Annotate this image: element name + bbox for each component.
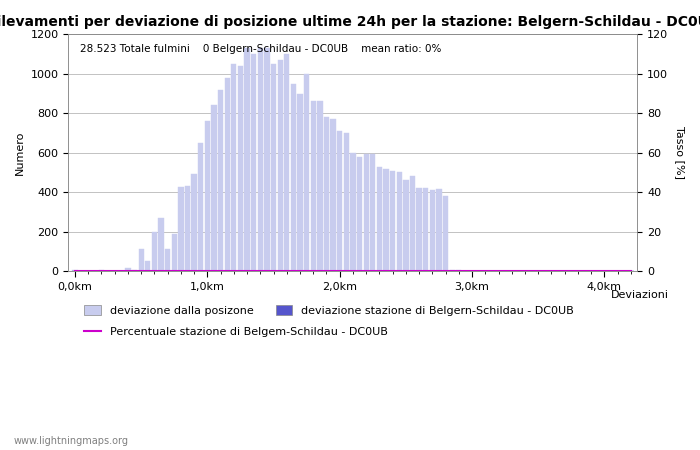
Bar (304, 74, 309, 271)
Bar (244, 48, 250, 271)
Bar (231, 64, 237, 271)
Legend: Percentuale stazione di Belgem-Schildau - DC0UB: Percentuale stazione di Belgem-Schildau … (80, 323, 392, 342)
Text: Deviazioni: Deviazioni (610, 290, 668, 300)
Bar (185, 186, 190, 271)
Bar (456, 270, 461, 271)
Bar (192, 175, 197, 271)
Bar (390, 171, 395, 271)
Percentuale stazione di Belgem-Schildau - DC0UB (594, 269, 602, 274)
Bar (145, 261, 150, 271)
Bar (470, 270, 475, 271)
Bar (430, 190, 435, 271)
Bar (324, 117, 329, 271)
Bar (277, 60, 283, 271)
Percentuale stazione di Belgem-Schildau - DC0UB (237, 269, 245, 274)
Bar (403, 180, 409, 271)
Percentuale stazione di Belgem-Schildau - DC0UB (349, 269, 357, 274)
Y-axis label: Tasso [%]: Tasso [%] (675, 126, 685, 179)
Bar (172, 234, 177, 271)
Y-axis label: Numero: Numero (15, 130, 25, 175)
Bar (251, 54, 256, 271)
Bar (284, 54, 289, 271)
Bar (204, 121, 210, 271)
Percentuale stazione di Belgem-Schildau - DC0UB (626, 269, 635, 274)
Bar (92, 270, 97, 271)
Bar (152, 232, 157, 271)
Bar (225, 78, 230, 271)
Bar (178, 187, 183, 271)
Bar (363, 154, 369, 271)
Bar (258, 48, 263, 271)
Bar (317, 101, 323, 271)
Bar (298, 94, 302, 271)
Bar (132, 270, 137, 271)
Bar (463, 270, 468, 271)
Bar (271, 64, 277, 271)
Bar (410, 176, 415, 271)
Bar (218, 90, 223, 271)
Bar (265, 48, 270, 271)
Percentuale stazione di Belgem-Schildau - DC0UB (262, 269, 271, 274)
Bar (211, 105, 216, 271)
Bar (290, 84, 296, 271)
Bar (125, 268, 131, 271)
Title: Rilevamenti per deviazione di posizione ultime 24h per la stazione: Belgern-Schi: Rilevamenti per deviazione di posizione … (0, 15, 700, 29)
Percentuale stazione di Belgem-Schildau - DC0UB (164, 269, 172, 274)
Bar (377, 166, 382, 271)
Bar (449, 270, 455, 271)
Text: 28.523 Totale fulmini    0 Belgern-Schildau - DC0UB    mean ratio: 0%: 28.523 Totale fulmini 0 Belgern-Schildau… (80, 44, 441, 54)
Bar (436, 189, 442, 271)
Bar (238, 66, 243, 271)
Bar (311, 101, 316, 271)
Bar (397, 172, 402, 271)
Bar (443, 196, 448, 271)
Bar (72, 270, 78, 271)
Text: www.lightningmaps.org: www.lightningmaps.org (14, 436, 129, 446)
Bar (198, 143, 204, 271)
Bar (357, 157, 362, 271)
Bar (330, 119, 336, 271)
Bar (384, 169, 388, 271)
Bar (165, 249, 170, 271)
Bar (416, 188, 422, 271)
Bar (370, 154, 375, 271)
Bar (337, 131, 342, 271)
Bar (423, 188, 428, 271)
Bar (158, 218, 164, 271)
Bar (139, 249, 143, 271)
Bar (350, 153, 356, 271)
Percentuale stazione di Belgem-Schildau - DC0UB (71, 269, 79, 274)
Bar (99, 270, 104, 271)
Bar (344, 133, 349, 271)
Bar (119, 270, 124, 271)
Percentuale stazione di Belgem-Schildau - DC0UB (243, 269, 251, 274)
